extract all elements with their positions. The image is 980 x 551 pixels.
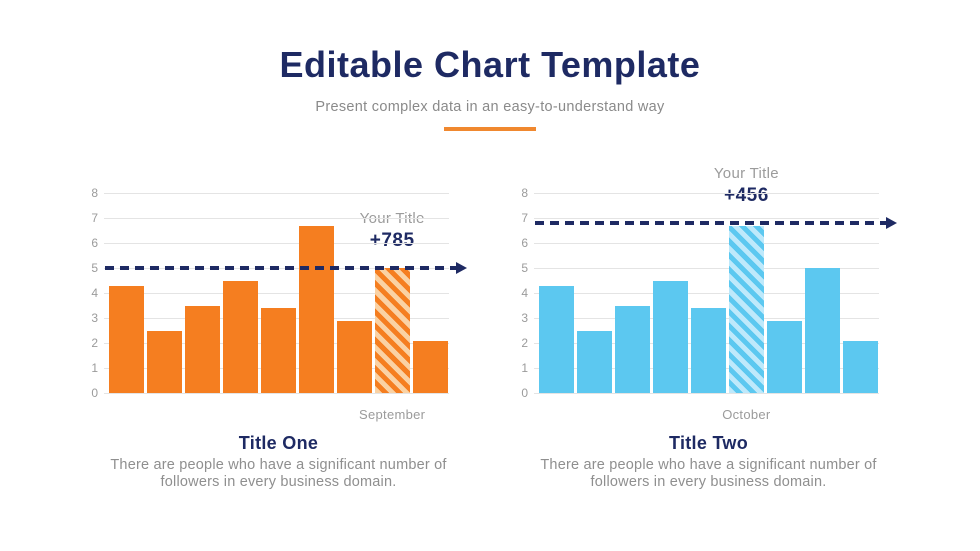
arrow-right-icon (456, 262, 467, 274)
gridline (534, 217, 879, 219)
bar (147, 330, 183, 393)
gridline (104, 217, 449, 219)
bar-hatched (374, 268, 410, 393)
y-tick-label: 6 (91, 236, 98, 250)
bar (412, 340, 448, 393)
chart-october: Your Title +456 October Title Two There … (521, 165, 897, 490)
bar (185, 305, 221, 393)
gridline (104, 242, 449, 244)
y-tick-label: 1 (521, 361, 528, 375)
chart-annotation: Your Title +456 (714, 165, 779, 207)
bar-hatched (728, 225, 764, 393)
gridline (534, 242, 879, 244)
bar (336, 320, 372, 393)
y-tick-label: 6 (521, 236, 528, 250)
gridline (104, 292, 449, 294)
annotation-value: +456 (723, 185, 769, 206)
y-tick-label: 5 (91, 261, 98, 275)
chart-title: Title One (238, 433, 319, 453)
y-tick-label: 0 (521, 386, 528, 400)
y-tick-label: 7 (521, 211, 528, 225)
gridline (534, 292, 879, 294)
arrow-right-icon (886, 217, 897, 229)
y-tick-label: 2 (91, 336, 98, 350)
y-tick-label: 4 (91, 286, 98, 300)
title-underline-divider (444, 127, 536, 131)
gridline (104, 392, 449, 394)
y-tick-label: 5 (521, 261, 528, 275)
bar (842, 340, 878, 393)
bar (223, 280, 259, 393)
chart-annotation: Your Title +785 (360, 210, 425, 252)
gridline (534, 267, 879, 269)
page-title: Editable Chart Template (279, 44, 701, 85)
y-tick-label: 4 (521, 286, 528, 300)
reference-dashed-line (535, 221, 886, 225)
gridline (104, 192, 449, 194)
bar (261, 308, 296, 393)
y-tick-label: 3 (91, 311, 98, 325)
chart-september: Your Title +785 September Title One Ther… (91, 186, 467, 490)
y-tick-label: 3 (521, 311, 528, 325)
y-tick-label: 7 (91, 211, 98, 225)
x-axis-category-label: September (359, 407, 426, 422)
chart-title: Title Two (668, 433, 749, 453)
y-tick-label: 2 (521, 336, 528, 350)
annotation-label: Your Title (713, 165, 779, 182)
bar (615, 305, 651, 393)
bar (804, 268, 840, 393)
reference-dashed-line (105, 266, 456, 270)
y-tick-label: 0 (91, 386, 98, 400)
bar (577, 330, 613, 393)
annotation-label: Your Title (359, 210, 425, 227)
bar (766, 320, 802, 393)
x-axis-category-label: October (722, 407, 771, 422)
gridline (534, 392, 879, 394)
bar (653, 280, 689, 393)
y-tick-label: 8 (91, 186, 98, 200)
y-tick-label: 1 (91, 361, 98, 375)
page-subtitle: Present complex data in an easy-to-under… (315, 99, 665, 115)
chart-description: There are people who have a significant … (540, 457, 877, 491)
gridline (534, 192, 879, 194)
annotation-value: +785 (369, 230, 415, 251)
bar (109, 285, 145, 393)
y-tick-label: 8 (521, 186, 528, 200)
bar (539, 285, 575, 393)
bar (298, 225, 334, 393)
chart-description: There are people who have a significant … (110, 457, 447, 491)
bar (691, 308, 726, 393)
